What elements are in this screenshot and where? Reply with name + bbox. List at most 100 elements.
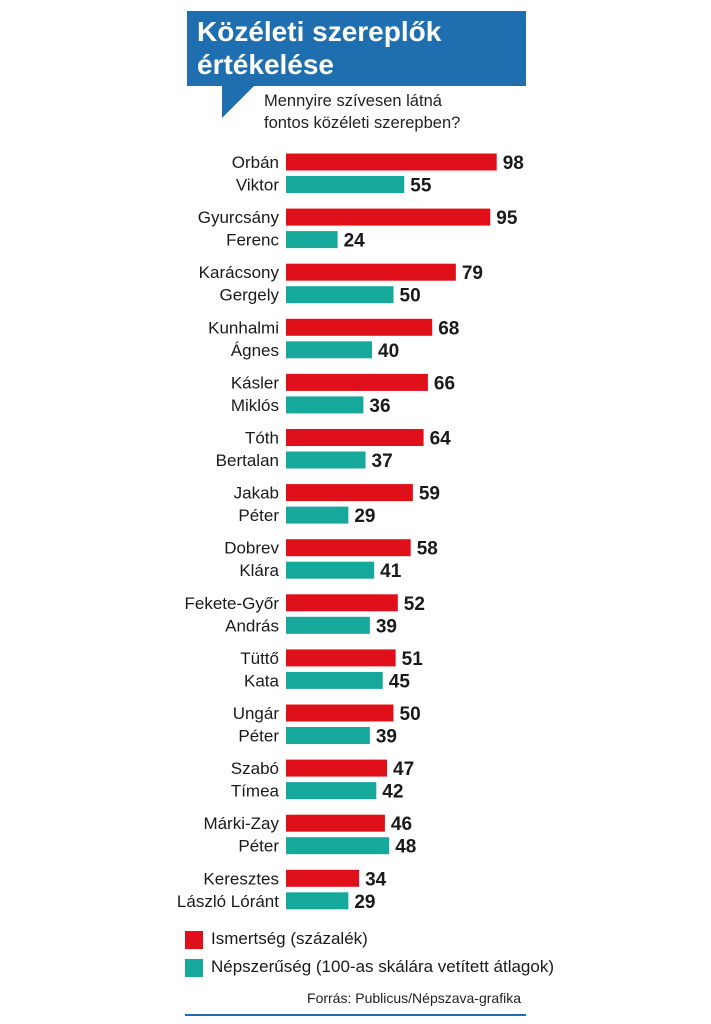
category-label: Miklós [231,396,279,415]
category-label: Ferenc [226,231,279,250]
value-label: 45 [389,671,411,692]
category-label: Péter [238,837,279,856]
category-label: Fekete-Győr [185,594,280,613]
category-label: András [225,616,279,635]
category-label: Keresztes [203,869,279,888]
bar-ismertseg [286,208,491,226]
category-label: Tímea [231,782,280,801]
bar-group: 64 Tóth 37 Bertalan [216,429,451,473]
value-label: 59 [419,484,440,505]
value-label: 55 [410,176,432,197]
bar-nepszeruseg [286,727,370,744]
bar-nepszeruseg [286,671,383,689]
value-label: 64 [430,429,452,450]
value-label: 48 [395,837,416,858]
bottom-rule [185,1014,526,1016]
bar-group: 58 Dobrev 41 Klára [224,539,438,583]
category-label: Kata [244,671,280,690]
bar-nepszeruseg [286,451,366,469]
chart-title-line-1: Közéleti szereplők [197,16,442,47]
value-label: 29 [354,506,375,527]
bar-group: 98 Orbán 55 Viktor [232,153,524,197]
value-label: 79 [462,263,483,284]
bar-nepszeruseg [286,176,405,193]
value-label: 41 [380,561,402,582]
category-label: Orbán [232,153,279,172]
bar-ismertseg [286,759,388,777]
bar-ismertseg [286,704,394,722]
bar-nepszeruseg [286,561,375,579]
value-label: 68 [438,318,459,339]
bar-group: 47 Szabó 42 Tímea [231,759,414,803]
value-label: 51 [402,649,424,670]
bar-nepszeruseg [286,396,364,414]
bar-ismertseg [286,484,413,502]
value-label: 39 [376,616,397,637]
bar-ismertseg [286,649,396,667]
bar-ismertseg [286,429,424,446]
chart-title-line-2: értékelése [197,49,335,80]
bar-chart: 98 Orbán 55 Viktor 95 Gyurcsány 24 Ferenc 79 Kará… [177,153,524,913]
value-label: 46 [391,814,412,835]
category-label: Kásler [231,373,280,392]
bar-group: 66 Kásler 36 Miklós [231,373,455,417]
category-label: Karácsony [199,263,280,282]
category-label: Gergely [219,286,279,305]
category-label: Ungár [233,704,280,723]
bar-ismertseg [286,373,428,391]
bar-nepszeruseg [286,782,377,800]
category-label: Bertalan [216,451,279,470]
value-label: 66 [434,373,455,394]
bar-nepszeruseg [286,892,349,910]
value-label: 47 [393,759,414,780]
title-speech-tail [222,84,256,118]
bar-ismertseg [286,263,456,281]
bar-group: 51 Tüttő 45 Kata [240,649,423,693]
category-label: Dobrev [224,539,279,558]
bar-group: 95 Gyurcsány 24 Ferenc [198,208,518,252]
bar-ismertseg [286,814,385,832]
bar-group: 50 Ungár 39 Péter [233,704,421,748]
source-note: Forrás: Publicus/Népszava-grafika [307,990,521,1006]
bar-nepszeruseg [286,231,338,249]
value-label: 52 [404,594,425,615]
bar-nepszeruseg [286,506,349,524]
category-label: Gyurcsány [198,208,280,227]
category-label: Tüttő [240,649,279,668]
bar-nepszeruseg [286,286,394,304]
value-label: 42 [382,782,403,803]
bar-nepszeruseg [286,616,370,634]
bar-group: 59 Jakab 29 Péter [234,484,440,527]
bar-group: 46 Márki-Zay 48 Péter [203,814,416,858]
category-label: László Lóránt [177,892,279,911]
bar-group: 52 Fekete-Győr 39 András [185,594,425,638]
category-label: Szabó [231,759,279,778]
value-label: 50 [400,704,421,725]
bar-ismertseg [286,869,360,887]
bar-group: 79 Karácsony 50 Gergely [199,263,483,307]
legend-label-ismertseg: Ismertség (százalék) [211,929,368,948]
category-label: Tóth [245,429,279,448]
category-label: Péter [238,506,279,525]
bar-nepszeruseg [286,341,372,359]
value-label: 98 [503,153,524,174]
category-label: Klára [239,561,279,580]
value-label: 36 [369,396,390,417]
category-label: Kunhalmi [208,318,279,337]
value-label: 29 [354,892,375,913]
bar-group: 34 Keresztes 29 László Lóránt [177,869,387,913]
value-label: 39 [376,727,397,748]
bar-ismertseg [286,594,398,612]
category-label: Péter [238,727,279,746]
title-box: Közéleti szereplők értékelése [187,11,526,86]
category-label: Jakab [234,484,279,503]
legend-swatch-ismertseg [185,931,203,949]
category-label: Ágnes [231,341,279,360]
subtitle-line-2: fontos közéleti szerepben? [264,114,461,132]
value-label: 34 [365,869,387,890]
value-label: 37 [372,451,393,472]
bar-group: 68 Kunhalmi 40 Ágnes [208,318,459,362]
bar-ismertseg [286,539,411,557]
value-label: 50 [400,286,421,307]
legend-label-nepszeruseg: Népszerűség (100-as skálára vetített átl… [211,957,555,976]
